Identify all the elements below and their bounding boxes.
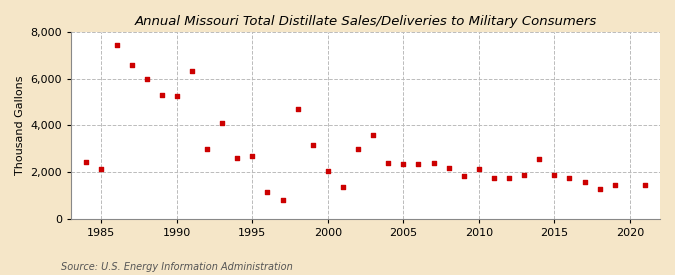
Point xyxy=(338,185,348,189)
Point xyxy=(141,76,152,81)
Point xyxy=(504,176,514,180)
Point xyxy=(171,94,182,98)
Point xyxy=(217,121,227,125)
Point xyxy=(111,43,122,47)
Point xyxy=(262,190,273,194)
Point xyxy=(518,172,529,177)
Point xyxy=(579,179,590,184)
Point xyxy=(307,143,318,147)
Point xyxy=(639,183,650,187)
Point xyxy=(594,186,605,191)
Point xyxy=(564,176,575,180)
Point xyxy=(383,161,394,165)
Point xyxy=(534,157,545,161)
Point xyxy=(126,62,137,67)
Point xyxy=(202,147,213,151)
Point xyxy=(292,107,303,111)
Point xyxy=(473,166,484,171)
Text: Source: U.S. Energy Information Administration: Source: U.S. Energy Information Administ… xyxy=(61,262,292,272)
Point xyxy=(96,166,107,171)
Point xyxy=(81,160,92,164)
Point xyxy=(157,93,167,97)
Point xyxy=(549,172,560,177)
Point xyxy=(489,176,500,180)
Point xyxy=(247,154,258,158)
Point xyxy=(428,161,439,165)
Point xyxy=(413,162,424,166)
Point xyxy=(277,198,288,202)
Point xyxy=(458,174,469,178)
Point xyxy=(323,169,333,173)
Point xyxy=(368,133,379,137)
Point xyxy=(443,165,454,170)
Point xyxy=(352,147,363,151)
Point xyxy=(610,183,620,187)
Title: Annual Missouri Total Distillate Sales/Deliveries to Military Consumers: Annual Missouri Total Distillate Sales/D… xyxy=(134,15,597,28)
Point xyxy=(398,162,409,166)
Point xyxy=(232,156,243,160)
Y-axis label: Thousand Gallons: Thousand Gallons xyxy=(15,76,25,175)
Point xyxy=(186,68,197,73)
